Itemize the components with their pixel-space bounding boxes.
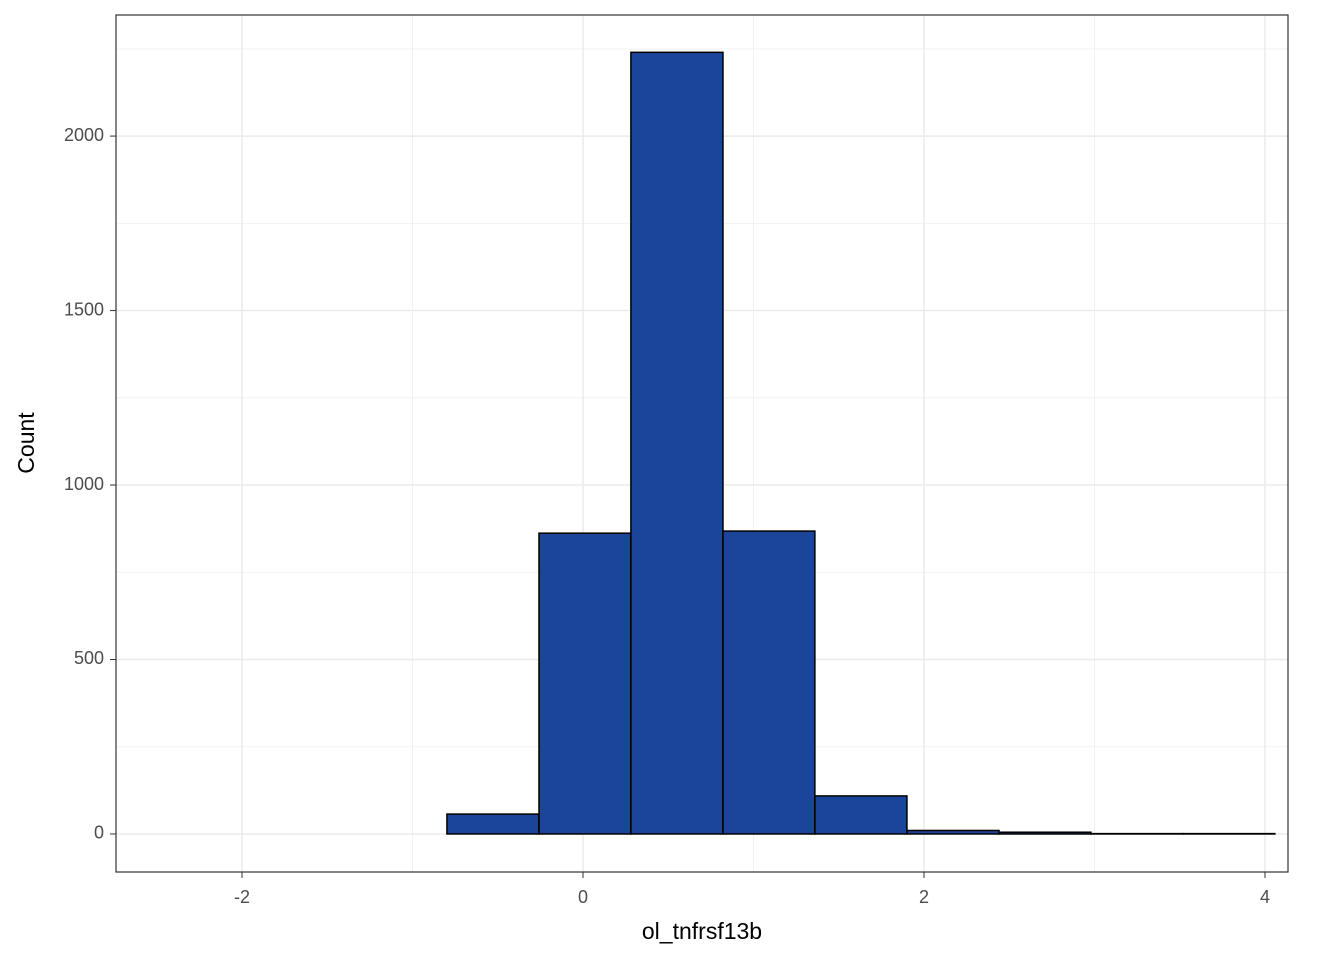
y-tick-label: 2000	[64, 125, 104, 145]
y-tick-label: 0	[94, 823, 104, 843]
bar	[630, 51, 724, 835]
bar	[722, 530, 816, 835]
x-tick-label: 0	[578, 887, 588, 907]
x-tick-label: -2	[234, 887, 250, 907]
bar	[906, 829, 1000, 835]
bar	[538, 532, 632, 835]
bar	[814, 795, 908, 835]
y-tick-label: 1000	[64, 474, 104, 494]
x-axis-title: ol_tnfrsf13b	[642, 918, 762, 944]
y-tick-label: 1500	[64, 299, 104, 319]
x-tick-label: 2	[919, 887, 929, 907]
panel-border	[115, 14, 1289, 873]
bar	[446, 813, 540, 835]
bar	[998, 831, 1092, 835]
y-tick-label: 500	[74, 648, 104, 668]
y-axis-title: Count	[13, 412, 39, 474]
x-tick-label: 4	[1260, 887, 1270, 907]
